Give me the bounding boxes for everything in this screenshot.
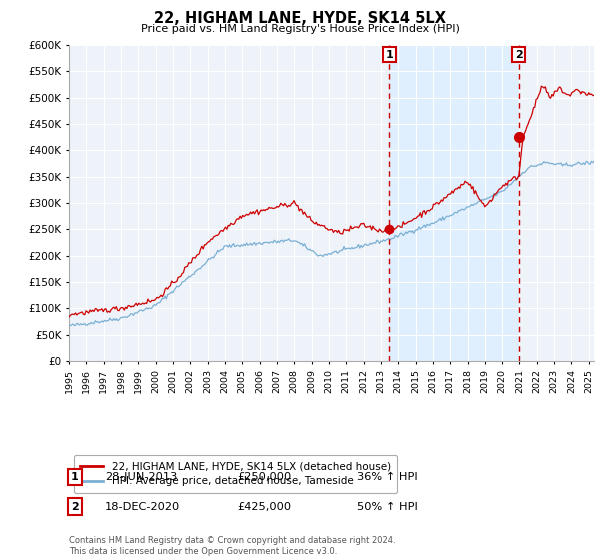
Text: 1: 1 [71,472,79,482]
Text: £425,000: £425,000 [237,502,291,512]
Bar [389,45,519,361]
Text: £250,000: £250,000 [237,472,291,482]
Text: 2: 2 [515,49,523,59]
Text: 28-JUN-2013: 28-JUN-2013 [105,472,178,482]
Text: Contains HM Land Registry data © Crown copyright and database right 2024.
This d: Contains HM Land Registry data © Crown c… [69,536,395,556]
Text: 36% ↑ HPI: 36% ↑ HPI [357,472,418,482]
Text: 50% ↑ HPI: 50% ↑ HPI [357,502,418,512]
Text: 18-DEC-2020: 18-DEC-2020 [105,502,180,512]
Text: 22, HIGHAM LANE, HYDE, SK14 5LX: 22, HIGHAM LANE, HYDE, SK14 5LX [154,11,446,26]
Text: 2: 2 [71,502,79,512]
Legend: 22, HIGHAM LANE, HYDE, SK14 5LX (detached house), HPI: Average price, detached h: 22, HIGHAM LANE, HYDE, SK14 5LX (detache… [74,455,397,493]
Text: 1: 1 [385,49,393,59]
Text: Price paid vs. HM Land Registry's House Price Index (HPI): Price paid vs. HM Land Registry's House … [140,24,460,34]
